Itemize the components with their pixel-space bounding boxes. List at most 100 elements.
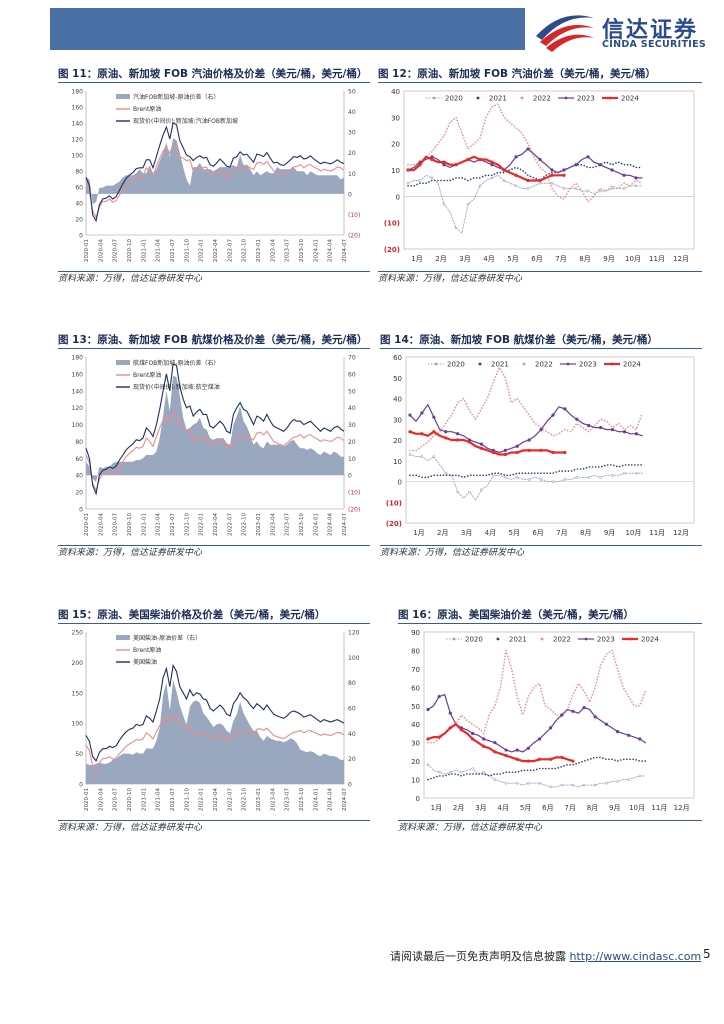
x-tick-label: 11月 xyxy=(651,804,667,812)
series-2023-point xyxy=(575,417,579,421)
series-2020-point xyxy=(437,770,441,774)
x-tick-label: 7月 xyxy=(555,255,566,263)
series-2023-point xyxy=(638,737,642,741)
series-2023-point xyxy=(563,407,567,411)
y-tick-label: 10 xyxy=(391,167,400,175)
legend-marker-2020 xyxy=(452,637,456,641)
series-2024-point xyxy=(526,759,530,763)
y-right-tick-label: 30 xyxy=(348,130,356,137)
y-tick-label: 20 xyxy=(411,758,420,766)
x-tick-label: 2023-01 xyxy=(256,513,262,536)
legend-label: 2020 xyxy=(445,95,463,103)
x-tick-label: 2022-04 xyxy=(213,513,219,536)
series-2020-point xyxy=(454,226,458,230)
y-left-tick-label: 140 xyxy=(72,388,84,395)
series-2023-point xyxy=(538,157,542,162)
figure-13: 图 13：原油、新加坡 FOB 航煤价格及价差（美元/桶，美元/桶） 0 20 40… xyxy=(58,332,370,560)
series-2020-point xyxy=(586,189,590,193)
series-2024-point xyxy=(478,157,482,162)
series-2024-point xyxy=(448,726,452,730)
figure-14: 图 14：原油、新加坡 FOB 航煤价差（美元/桶，美元/桶） (20) (10)… xyxy=(380,332,702,560)
legend-marker-2021 xyxy=(496,637,500,641)
figure-title: 图 16：原油、美国柴油价差（美元/桶，美元/桶） xyxy=(398,609,634,621)
series-2024-point xyxy=(493,750,497,754)
figure-title: 图 11：原油、新加坡 FOB 汽油价格及价差（美元/桶，美元/桶） xyxy=(58,68,368,80)
y-left-tick-label: 20 xyxy=(75,490,83,497)
x-tick-label: 2024-07 xyxy=(342,513,348,536)
series-2024-point xyxy=(466,157,470,162)
series-2023-point xyxy=(560,713,564,717)
y-right-tick-label: 50 xyxy=(348,89,356,96)
series-2020-point xyxy=(480,488,483,492)
series-2021-line xyxy=(427,756,647,781)
series-2020-point xyxy=(539,478,543,481)
chart-area: 0 20 40 60 80 100 120 140 160 180 (20) (10) 0 10 20 30 4… xyxy=(58,83,370,271)
chart-area: (20) (10) 0 10 20 30 40 50 60 1月 2月 3月 4月 5月 6月 7月 8月 9月 1… xyxy=(380,349,702,545)
series-spread-area xyxy=(86,375,344,482)
x-tick-label: 2024-01 xyxy=(313,513,319,536)
plot-background xyxy=(86,91,344,235)
series-2023-point xyxy=(550,168,554,172)
series-2020-line xyxy=(409,454,643,502)
x-tick-label: 7月 xyxy=(556,529,567,537)
series-2020-point xyxy=(502,179,506,182)
series-brent-line xyxy=(85,143,345,219)
logo-chinese-name: 信达证券 xyxy=(602,18,699,43)
y-tick-label: 30 xyxy=(393,416,402,424)
legend-marker-2023 xyxy=(564,96,568,100)
series-2020-point xyxy=(549,785,552,789)
footer-website-link[interactable]: http://www.cindasc.com xyxy=(569,950,702,963)
series-2020-line xyxy=(407,174,643,235)
x-tick-label: 5月 xyxy=(509,529,520,537)
legend-label: 2023 xyxy=(577,95,595,103)
x-tick-label: 12月 xyxy=(673,255,689,263)
series-2020-point xyxy=(471,767,474,770)
series-2023-point xyxy=(549,726,553,730)
legend-label: 2021 xyxy=(491,361,509,369)
legend-marker-2021 xyxy=(476,96,480,100)
legend-marker-2022 xyxy=(522,362,526,366)
x-tick-label: 6月 xyxy=(542,804,553,812)
y-left-tick-label: 180 xyxy=(72,89,84,96)
y-tick-label: 50 xyxy=(393,375,402,383)
x-tick-label: 2020-01 xyxy=(84,513,90,536)
x-tick-label: 6月 xyxy=(531,255,542,263)
series-2020-point xyxy=(482,770,486,774)
series-2020-point xyxy=(538,781,541,785)
legend-label: Brent原油 xyxy=(133,105,161,113)
series-2023-point xyxy=(574,163,578,167)
y-left-tick-label: 20 xyxy=(75,217,83,224)
series-2023-point xyxy=(503,448,507,452)
x-tick-label: 8月 xyxy=(580,529,591,537)
series-2023-point xyxy=(448,711,452,715)
series-2024-point xyxy=(491,450,496,455)
x-tick-label: 2020-07 xyxy=(113,788,119,811)
chart-area: 0 50 100 150 200 250 0 20 40 60 80 100 120 2020-01 202… xyxy=(58,624,370,820)
figure-11: 图 11：原油、新加坡 FOB 汽油价格及价差（美元/桶，美元/桶） 0 20 40… xyxy=(58,66,370,286)
y-right-tick-label: 10 xyxy=(348,456,356,463)
series-2023-point xyxy=(593,715,597,719)
figure-16: 图 16：原油、美国柴油价差（美元/桶，美元/桶） 0 10 20 30 40 50 60 7… xyxy=(398,607,702,835)
y-right-tick-label: 20 xyxy=(348,150,356,157)
series-2020-point xyxy=(623,471,626,475)
series-2024-point xyxy=(482,744,486,748)
x-tick-label: 4月 xyxy=(485,529,496,537)
series-2024-point xyxy=(470,737,475,741)
series-product-line xyxy=(85,122,345,223)
x-tick-label: 2023-10 xyxy=(299,788,305,811)
series-2023-point xyxy=(634,432,638,436)
series-2020-point xyxy=(587,476,591,479)
series-2024-point xyxy=(430,157,434,162)
title-rule xyxy=(58,623,370,624)
series-2023-point xyxy=(634,176,638,180)
series-2020-point xyxy=(418,179,422,182)
series-2023-point xyxy=(526,746,530,750)
series-2020-point xyxy=(468,490,471,494)
series-2023-point xyxy=(470,731,475,736)
x-tick-label: 2020-10 xyxy=(127,239,133,262)
y-tick-label: 70 xyxy=(411,666,420,674)
legend-marker-2020 xyxy=(434,362,438,366)
x-tick-label: 2023-04 xyxy=(270,513,276,536)
series-2023-point xyxy=(527,438,531,442)
series-2020-point xyxy=(622,187,626,190)
